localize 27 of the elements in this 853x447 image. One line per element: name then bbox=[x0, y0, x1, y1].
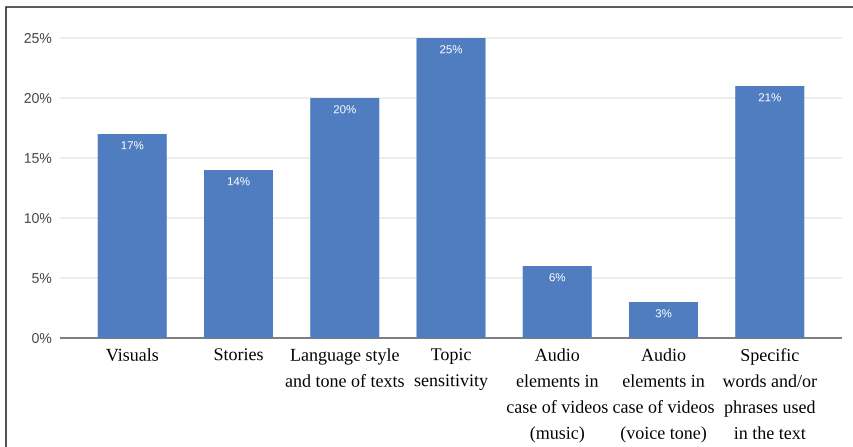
data-label: 21% bbox=[758, 93, 781, 102]
y-tick-label: 0% bbox=[32, 333, 52, 343]
y-tick-label: 15% bbox=[24, 153, 52, 163]
y-tick-label: 20% bbox=[24, 93, 52, 103]
x-tick-label: Specific words and/or phrases used in the text bbox=[722, 348, 817, 440]
y-tick-label: 5% bbox=[32, 273, 52, 283]
bar bbox=[628, 302, 698, 338]
x-tick-label: Language style and tone of texts bbox=[286, 348, 404, 387]
bar bbox=[522, 266, 592, 338]
x-tick-label: Visuals bbox=[106, 348, 158, 361]
bar bbox=[416, 38, 486, 338]
data-label: 25% bbox=[440, 45, 462, 54]
x-tick-label: Audio elements in case of videos (voice tone) bbox=[613, 348, 714, 443]
data-label: 3% bbox=[656, 309, 672, 318]
bar bbox=[204, 170, 274, 338]
data-label: 14% bbox=[228, 177, 250, 186]
data-label: 20% bbox=[334, 105, 356, 114]
x-tick-label: Topic sensitivity bbox=[414, 348, 488, 390]
y-tick-label: 10% bbox=[24, 213, 52, 223]
data-label: 17% bbox=[122, 141, 144, 150]
bar bbox=[98, 134, 167, 338]
x-tick-label: Audio elements in case of videos (music) bbox=[506, 348, 608, 443]
bar bbox=[735, 86, 804, 338]
x-tick-label: Stories bbox=[214, 348, 263, 360]
data-label: 6% bbox=[550, 273, 566, 282]
bar bbox=[310, 98, 380, 338]
y-tick-label: 25% bbox=[24, 33, 52, 43]
